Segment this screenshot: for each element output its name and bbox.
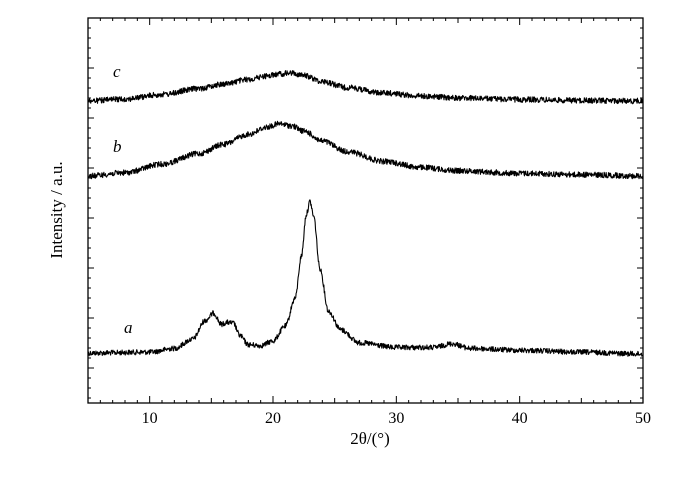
- curve-label-a: a: [124, 318, 133, 337]
- x-axis-title: 2θ/(°): [350, 429, 390, 448]
- curve-label-c: c: [113, 62, 121, 81]
- plot-frame: [87, 17, 644, 404]
- curve-label-b: b: [113, 137, 122, 156]
- x-tick-label: 20: [265, 410, 281, 427]
- series-b-line: [87, 120, 644, 180]
- curve-label-group: a b c: [113, 62, 133, 337]
- tick-group: 10 20 30 40 50: [87, 18, 651, 427]
- series-c-line: [87, 70, 644, 105]
- series-a-line: [87, 199, 644, 357]
- series-group: [87, 70, 644, 357]
- y-axis-title: Intensity / a.u.: [47, 161, 66, 258]
- x-tick-label: 40: [512, 410, 528, 427]
- x-tick-label: 10: [142, 410, 158, 427]
- x-tick-label: 50: [635, 410, 651, 427]
- x-tick-label: 30: [388, 410, 404, 427]
